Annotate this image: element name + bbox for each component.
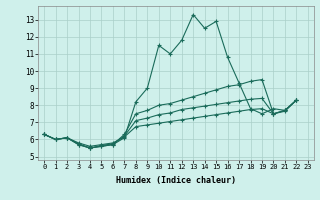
X-axis label: Humidex (Indice chaleur): Humidex (Indice chaleur): [116, 176, 236, 185]
